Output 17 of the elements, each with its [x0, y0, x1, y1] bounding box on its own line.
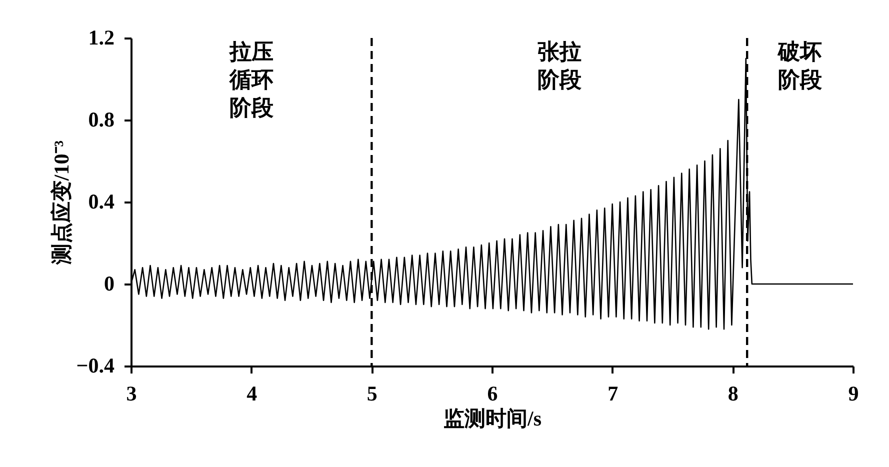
x-tick-label: 8 — [728, 382, 738, 406]
x-tick-label: 4 — [246, 382, 258, 406]
x-tick-label: 3 — [126, 382, 137, 406]
y-tick-label: 0 — [104, 272, 114, 296]
x-tick-label: 9 — [848, 382, 859, 406]
y-tick-label: 0.4 — [88, 190, 115, 214]
y-tick-label: 0.8 — [88, 108, 114, 132]
x-tick-label: 7 — [608, 382, 618, 406]
x-tick-label: 5 — [366, 382, 378, 406]
y-tick-label: 1.2 — [88, 26, 114, 50]
y-tick-label: −0.4 — [76, 354, 115, 378]
annotation: 拉压循环阶段 — [228, 39, 274, 120]
x-tick-label: 6 — [487, 382, 498, 406]
annotation: 破坏阶段 — [777, 39, 824, 92]
y-axis-title: 测点应变/10⁻³ — [49, 140, 74, 266]
x-axis-title: 监测时间/s — [443, 406, 542, 430]
annotation: 张拉阶段 — [537, 39, 582, 92]
